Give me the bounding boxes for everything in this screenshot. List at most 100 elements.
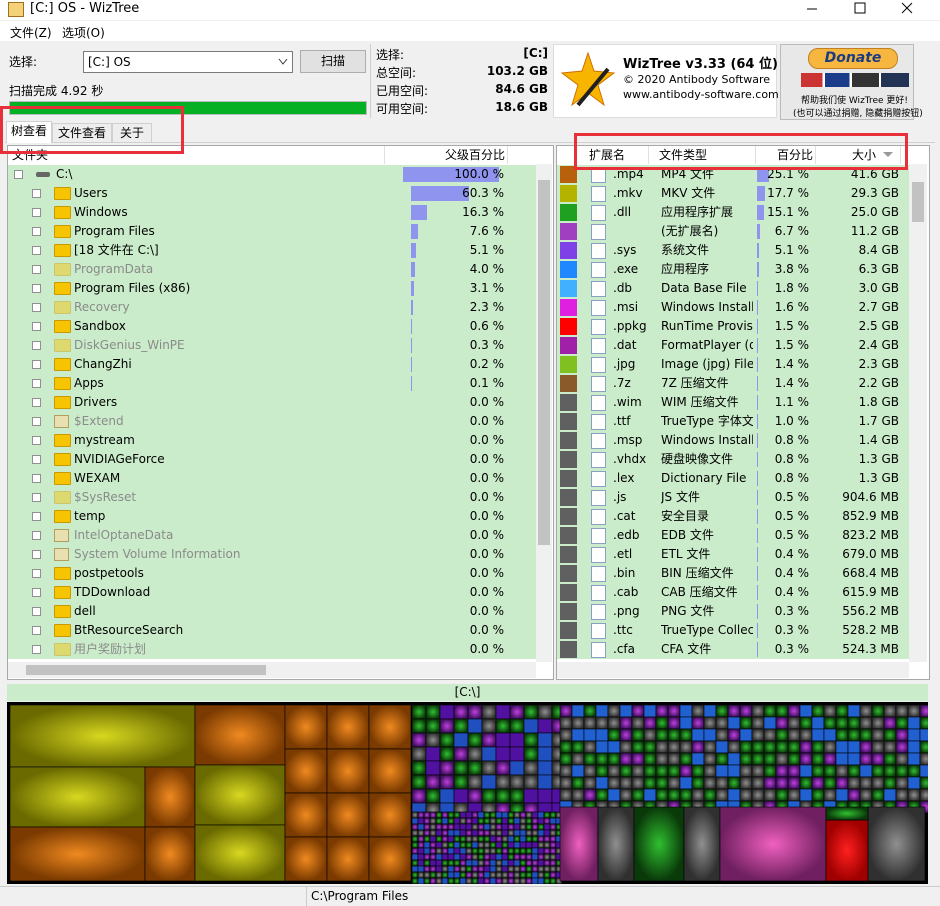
treemap-cell[interactable] [418, 866, 424, 872]
treemap-cell[interactable] [598, 807, 634, 881]
treemap-cell[interactable] [508, 836, 514, 842]
treemap-cell[interactable] [418, 812, 424, 818]
treemap-cell[interactable] [448, 866, 454, 872]
treemap-cell[interactable] [680, 741, 692, 753]
treemap-cell[interactable] [436, 866, 442, 872]
treemap-cell[interactable] [448, 842, 454, 848]
treemap-cell[interactable] [418, 818, 424, 824]
treemap-cell[interactable] [740, 717, 752, 729]
treemap-cell[interactable] [412, 705, 426, 719]
treemap-cell[interactable] [668, 705, 680, 717]
treemap-cell[interactable] [496, 866, 502, 872]
treemap-cell[interactable] [550, 824, 556, 830]
treemap-cell[interactable] [478, 860, 484, 866]
treemap-cell[interactable] [478, 854, 484, 860]
treemap-cell[interactable] [788, 729, 800, 741]
treemap-cell[interactable] [430, 824, 436, 830]
treemap-cell[interactable] [454, 818, 460, 824]
treemap-cell[interactable] [490, 818, 496, 824]
treemap-cell[interactable] [510, 747, 524, 761]
treemap-cell[interactable] [412, 842, 418, 848]
treemap-cell[interactable] [460, 842, 466, 848]
treemap-cell[interactable] [10, 767, 145, 827]
treemap-cell[interactable] [412, 866, 418, 872]
treemap-cell[interactable] [514, 848, 520, 854]
treemap-cell[interactable] [526, 848, 532, 854]
treemap-cell[interactable] [442, 812, 448, 818]
treemap-cell[interactable] [872, 705, 884, 717]
treemap-cell[interactable] [812, 741, 824, 753]
treemap-cell[interactable] [468, 789, 482, 803]
treemap-cell[interactable] [884, 753, 896, 765]
treemap-cell[interactable] [412, 872, 418, 878]
treemap-cell[interactable] [466, 830, 472, 836]
treemap-cell[interactable] [740, 777, 752, 789]
tree-row[interactable]: C:\100.0 % [8, 165, 536, 184]
treemap-cell[interactable] [490, 854, 496, 860]
treemap-cell[interactable] [478, 878, 484, 884]
treemap-cell[interactable] [454, 836, 460, 842]
treemap-cell[interactable] [514, 872, 520, 878]
treemap-cell[interactable] [508, 818, 514, 824]
treemap-cell[interactable] [448, 860, 454, 866]
treemap-cell[interactable] [788, 741, 800, 753]
treemap-cell[interactable] [680, 789, 692, 801]
treemap-cell[interactable] [752, 741, 764, 753]
treemap-cell[interactable] [424, 824, 430, 830]
treemap-cell[interactable] [752, 717, 764, 729]
treemap-cell[interactable] [508, 824, 514, 830]
treemap-cell[interactable] [668, 789, 680, 801]
treemap-cell[interactable] [716, 777, 728, 789]
treemap-cell[interactable] [538, 733, 552, 747]
treemap-cell[interactable] [572, 741, 584, 753]
treemap-cell[interactable] [644, 717, 656, 729]
treemap-cell[interactable] [442, 824, 448, 830]
treemap-cell[interactable] [896, 765, 908, 777]
treemap-cell[interactable] [560, 729, 572, 741]
treemap-cell[interactable] [608, 705, 620, 717]
treemap-cell[interactable] [327, 793, 369, 837]
treemap-cell[interactable] [466, 812, 472, 818]
treemap-cell[interactable] [496, 812, 502, 818]
treemap-cell[interactable] [145, 767, 195, 827]
treemap-cell[interactable] [478, 836, 484, 842]
treemap-cell[interactable] [418, 854, 424, 860]
treemap-cell[interactable] [896, 777, 908, 789]
treemap-cell[interactable] [692, 789, 704, 801]
treemap-cell[interactable] [478, 812, 484, 818]
treemap-cell[interactable] [418, 848, 424, 854]
treemap-cell[interactable] [668, 753, 680, 765]
treemap-cell[interactable] [440, 761, 454, 775]
treemap-cell[interactable] [896, 753, 908, 765]
treemap-cell[interactable] [656, 729, 668, 741]
treemap-cell[interactable] [478, 872, 484, 878]
treemap-cell[interactable] [538, 818, 544, 824]
treemap-cell[interactable] [788, 717, 800, 729]
treemap-cell[interactable] [538, 848, 544, 854]
treemap-cell[interactable] [752, 765, 764, 777]
treemap-cell[interactable] [424, 872, 430, 878]
treemap-cell[interactable] [490, 860, 496, 866]
treemap-cell[interactable] [440, 789, 454, 803]
treemap-cell[interactable] [596, 729, 608, 741]
treemap-cell[interactable] [436, 842, 442, 848]
treemap-cell[interactable] [544, 824, 550, 830]
treemap-cell[interactable] [608, 777, 620, 789]
treemap-cell[interactable] [195, 765, 285, 825]
treemap-cell[interactable] [720, 807, 826, 881]
treemap-cell[interactable] [490, 848, 496, 854]
treemap-cell[interactable] [460, 878, 466, 884]
treemap-cell[interactable] [680, 765, 692, 777]
treemap-cell[interactable] [776, 705, 788, 717]
treemap-cell[interactable] [472, 848, 478, 854]
treemap-cell[interactable] [572, 705, 584, 717]
treemap-cell[interactable] [860, 789, 872, 801]
treemap-cell[interactable] [532, 818, 538, 824]
